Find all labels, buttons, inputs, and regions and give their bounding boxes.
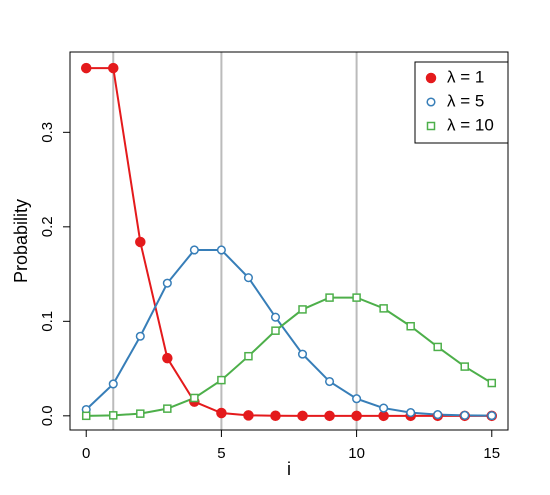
point [433, 342, 442, 352]
point [406, 408, 416, 418]
point [270, 410, 281, 421]
y-tick-label: 0.1 [39, 311, 56, 332]
point [216, 245, 226, 255]
point [163, 404, 172, 413]
plot-area [80, 52, 498, 430]
point [271, 326, 280, 335]
point [80, 62, 92, 74]
x-axis-label: i [287, 459, 291, 479]
point [352, 293, 361, 302]
point [244, 351, 253, 361]
point [298, 305, 307, 314]
point [135, 236, 146, 248]
point [216, 407, 227, 419]
point [325, 293, 334, 302]
point [352, 394, 362, 404]
plot-frame [69, 51, 509, 431]
x-tick-label: 0 [82, 445, 90, 462]
point [135, 331, 145, 341]
legend-label: λ = 1 [447, 67, 484, 86]
point [108, 379, 118, 389]
y-tick-label: 0.2 [39, 216, 56, 237]
y-tick-label: 0.0 [39, 405, 56, 426]
point [108, 62, 119, 74]
point [460, 410, 470, 420]
point [190, 393, 199, 403]
series-line [86, 67, 492, 417]
y-axis-label: Probability [11, 199, 31, 283]
x-tick-label: 5 [217, 445, 225, 462]
legend-marker [426, 121, 436, 131]
point [297, 349, 308, 359]
point [487, 378, 497, 388]
point [109, 411, 118, 420]
point [162, 352, 173, 364]
point [433, 410, 443, 420]
point [162, 278, 172, 288]
point [378, 410, 389, 422]
y-tick-label: 0.3 [39, 122, 56, 143]
point [379, 403, 389, 413]
point [406, 321, 415, 331]
point [324, 410, 335, 422]
point [136, 409, 145, 418]
series-line [85, 248, 492, 417]
point [243, 410, 254, 421]
point [460, 362, 469, 371]
x-tick-label: 10 [348, 445, 365, 462]
point [297, 410, 308, 422]
point [189, 245, 199, 255]
legend-marker [425, 72, 437, 84]
point [379, 304, 388, 313]
point [487, 411, 497, 421]
legend-label: λ = 5 [447, 91, 484, 110]
point [217, 375, 226, 385]
legend-label: λ = 10 [447, 115, 494, 134]
x-tick-label: 15 [483, 445, 500, 462]
point [351, 410, 362, 422]
point [81, 411, 91, 421]
point [243, 273, 253, 283]
point [325, 376, 335, 387]
point [270, 312, 281, 322]
legend-marker [426, 97, 436, 107]
series-line [86, 296, 493, 417]
